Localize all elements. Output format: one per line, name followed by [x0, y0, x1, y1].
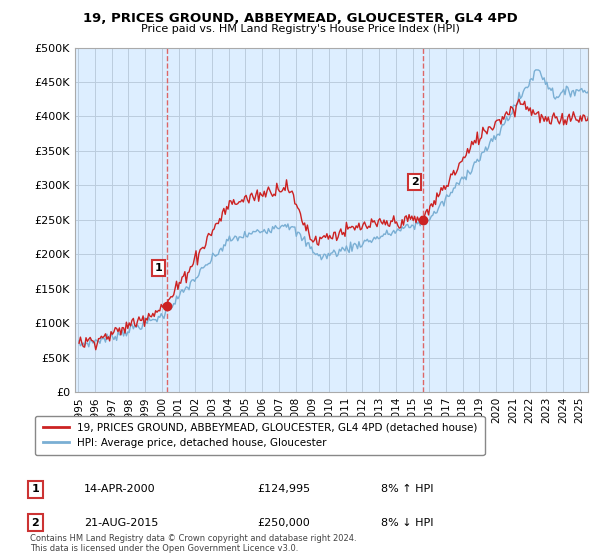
Text: 1: 1	[155, 263, 162, 273]
Text: 1: 1	[32, 484, 39, 494]
Text: 2: 2	[32, 518, 39, 528]
Text: Contains HM Land Registry data © Crown copyright and database right 2024.
This d: Contains HM Land Registry data © Crown c…	[30, 534, 356, 553]
Text: 21-AUG-2015: 21-AUG-2015	[84, 518, 158, 528]
Text: Price paid vs. HM Land Registry's House Price Index (HPI): Price paid vs. HM Land Registry's House …	[140, 24, 460, 34]
Text: 8% ↑ HPI: 8% ↑ HPI	[381, 484, 433, 494]
Text: 14-APR-2000: 14-APR-2000	[84, 484, 155, 494]
Text: £250,000: £250,000	[257, 518, 310, 528]
Text: 2: 2	[410, 177, 418, 187]
Legend: 19, PRICES GROUND, ABBEYMEAD, GLOUCESTER, GL4 4PD (detached house), HPI: Average: 19, PRICES GROUND, ABBEYMEAD, GLOUCESTER…	[35, 416, 485, 455]
Text: 8% ↓ HPI: 8% ↓ HPI	[381, 518, 433, 528]
Text: 19, PRICES GROUND, ABBEYMEAD, GLOUCESTER, GL4 4PD: 19, PRICES GROUND, ABBEYMEAD, GLOUCESTER…	[83, 12, 517, 25]
Text: £124,995: £124,995	[257, 484, 310, 494]
